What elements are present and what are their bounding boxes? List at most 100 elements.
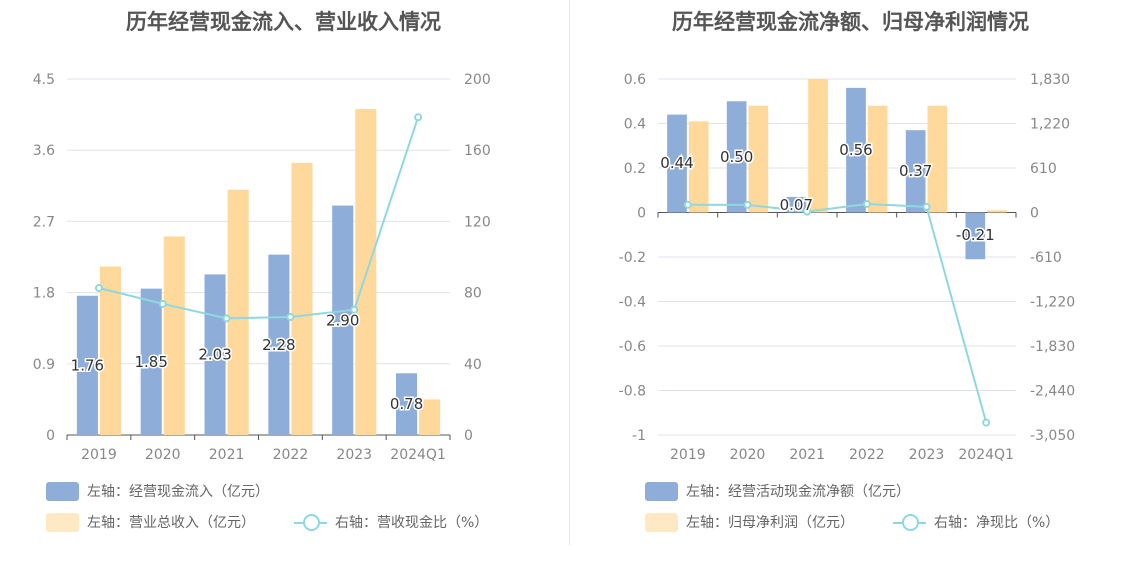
y-left-tick-label: -0.2: [619, 250, 646, 266]
bar-series-2: [688, 121, 709, 213]
x-tick-label: 2024Q1: [958, 447, 1014, 463]
legend-swatch-blue: [46, 481, 79, 501]
bar-series-2: [748, 105, 769, 213]
legend-label: 左轴：营业总收入（亿元）: [87, 515, 255, 531]
y-right-tick-label: -1,830: [1030, 339, 1075, 355]
bar-series-1: [140, 288, 162, 435]
data-label: 0.07: [780, 196, 813, 214]
legend-item-left-bar1[interactable]: 左轴：经营现金流入（亿元）: [46, 481, 269, 501]
line-point: [350, 305, 359, 314]
panel-divider: [569, 0, 570, 545]
x-tick-label: 2023: [336, 447, 372, 463]
data-label: 0.50: [720, 148, 753, 166]
y-left-tick-label: 3.6: [33, 143, 55, 159]
bar-series-1: [667, 114, 687, 213]
legend-item-right-line[interactable]: 右轴：净现比（%）: [893, 512, 1059, 532]
line-point: [222, 314, 231, 323]
data-label: 0.56: [839, 141, 872, 159]
x-tick-label: 2022: [849, 447, 885, 463]
x-tick-label: 2022: [273, 447, 309, 463]
legend-swatch-yellow: [46, 512, 79, 532]
legend-swatch-yellow: [645, 512, 678, 532]
line-point: [94, 283, 103, 292]
data-label: 2.28: [262, 336, 295, 354]
chart-panel-left: 历年经营现金流入、营业收入情况 0 0.9 1.8 2.7 3.6 4.5 0 40 80 120…: [33, 10, 491, 532]
y-right-tick-label: 40: [464, 357, 482, 373]
bar-series-1: [268, 254, 290, 435]
x-tick-label: 2019: [670, 447, 706, 463]
legend-swatch-blue: [645, 481, 678, 501]
legend-label: 左轴：经营活动现金流净额（亿元）: [686, 484, 910, 500]
data-label: -0.21: [956, 226, 995, 244]
y-right-tick-label: 80: [464, 286, 482, 302]
bar-series-1: [76, 295, 98, 435]
legend-line-icon: [294, 513, 327, 532]
x-tick-label: 2019: [81, 447, 117, 463]
legend-label: 左轴：归母净利润（亿元）: [686, 515, 854, 531]
bar-series-1: [905, 130, 926, 213]
legend-item-right-bar2[interactable]: 左轴：归母净利润（亿元）: [645, 512, 854, 532]
legend-item-left-line[interactable]: 右轴：营收现金比（%）: [294, 512, 488, 532]
data-label: 0.78: [390, 395, 423, 413]
bar-series-1: [786, 196, 807, 213]
y-right-tick-label: -1,220: [1030, 295, 1075, 311]
bar-series-2: [867, 105, 888, 213]
data-label: 1.76: [71, 356, 104, 374]
y-left-tick-label: 0.6: [624, 72, 646, 88]
y-right-tick-label: 160: [464, 143, 491, 159]
data-label: 2.03: [198, 346, 231, 364]
y-left-tick-label: 0.4: [624, 117, 646, 133]
bar-series-2: [927, 105, 948, 213]
y-right-tick-label: 0: [464, 428, 473, 444]
y-left-tick-label: 0.9: [33, 357, 55, 373]
y-right-tick-label: 120: [464, 214, 491, 230]
bar-series-2: [987, 210, 1007, 213]
y-left-tick-label: -0.6: [619, 339, 646, 355]
bar-series-1: [726, 101, 747, 213]
legend-item-left-bar2[interactable]: 左轴：营业总收入（亿元）: [46, 512, 255, 532]
bar-series-1: [965, 212, 986, 260]
y-left-tick-label: -1: [632, 428, 646, 444]
line-point: [414, 113, 423, 122]
chart-left: 0 0.9 1.8 2.7 3.6 4.5 0 40 80 120 160 200 2019 2020 20…: [33, 72, 491, 463]
bar-series-2: [419, 399, 441, 435]
bar-series-1: [396, 373, 418, 435]
line-point: [286, 312, 295, 321]
bar-series-1: [846, 87, 866, 213]
bar-series-1: [332, 205, 354, 435]
data-label: 0.37: [899, 162, 932, 180]
line-point: [862, 199, 871, 208]
bar-series-2: [227, 189, 249, 435]
line-point: [922, 202, 931, 211]
x-tick-label: 2021: [209, 447, 245, 463]
x-tick-label: 2023: [909, 447, 945, 463]
legend-item-right-bar1[interactable]: 左轴：经营活动现金流净额（亿元）: [645, 481, 910, 501]
line-point: [158, 299, 167, 308]
y-right-tick-label: 1,830: [1030, 72, 1070, 88]
line-point: [982, 418, 991, 427]
y-left-tick-label: 0.2: [624, 161, 646, 177]
bar-series-2: [163, 236, 185, 435]
chart-panel-right: 历年经营现金流净额、归母净利润情况 -1 -0.8 -0.6 -0.4 -0.2 0 0.2…: [567, 0, 1134, 582]
y-left-tick-label: 2.7: [33, 214, 55, 230]
line-point: [803, 207, 812, 216]
y-left-tick-label: 0: [46, 428, 55, 444]
y-right-tick-label: -3,050: [1030, 428, 1075, 444]
y-right-tick-label: 200: [464, 72, 491, 88]
y-right-tick-label: 610: [1030, 161, 1057, 177]
y-left-tick-label: 4.5: [33, 72, 55, 88]
bar-series-2: [99, 266, 121, 435]
y-right-tick-label: -610: [1030, 250, 1062, 266]
chart-title-right: 历年经营现金流净额、归母净利润情况: [672, 10, 1029, 34]
x-tick-label: 2020: [730, 447, 766, 463]
bar-series-2: [291, 162, 313, 435]
y-right-tick-label: -2,440: [1030, 384, 1075, 400]
y-left-tick-label: 1.8: [33, 286, 55, 302]
x-tick-label: 2024Q1: [390, 447, 446, 463]
data-label: 0.44: [660, 154, 693, 172]
chart-title-left: 历年经营现金流入、营业收入情况: [126, 10, 441, 34]
line-series: [98, 116, 420, 320]
y-left-tick-label: -0.8: [619, 384, 646, 400]
line-point: [743, 200, 752, 209]
line-series: [687, 202, 988, 423]
